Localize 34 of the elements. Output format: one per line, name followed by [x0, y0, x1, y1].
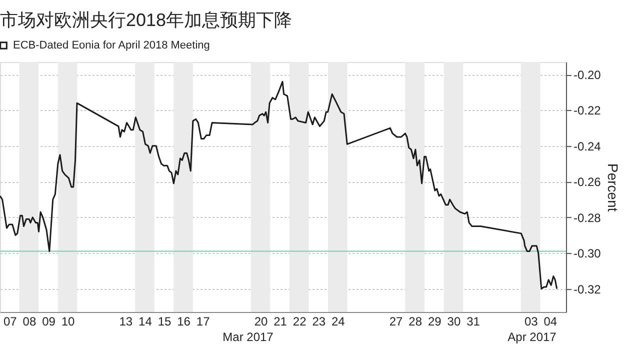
x-tick-label: 22: [292, 314, 307, 328]
x-tick-label: 04: [544, 314, 558, 328]
y-tick-label: -0.30: [574, 246, 602, 261]
x-tick-label: 14: [138, 314, 152, 328]
y-tick-label: -0.26: [574, 175, 602, 190]
x-tick-label: 17: [196, 314, 210, 328]
y-tick-label: -0.24: [574, 139, 602, 154]
x-tick-label: 08: [22, 314, 36, 328]
y-tick-label: -0.20: [574, 68, 602, 82]
x-tick-label: 24: [331, 314, 346, 328]
y-tick-label: -0.22: [574, 104, 602, 118]
x-tick-label: 28: [408, 314, 422, 328]
y-tick-label: -0.32: [574, 282, 602, 296]
y-axis-title: Percent: [604, 163, 621, 212]
legend-label: ECB-Dated Eonia for April 2018 Meeting: [13, 40, 210, 52]
text: Apr 2017: [508, 330, 557, 344]
x-tick-label: 30: [447, 314, 461, 328]
x-tick-label: 16: [177, 314, 191, 328]
x-tick-label: 13: [119, 314, 133, 328]
x-tick-label: 03: [524, 314, 538, 328]
x-tick-label: 09: [42, 314, 56, 328]
x-tick-label: 07: [3, 314, 18, 328]
x-tick-label: 23: [312, 314, 326, 328]
x-tick-label: 31: [466, 314, 480, 328]
x-tick-label: 29: [428, 314, 442, 328]
line-series: [0, 80, 558, 290]
x-tick-label: 15: [158, 314, 172, 328]
x-tick-label: 10: [61, 314, 76, 328]
y-tick-label: -0.28: [574, 210, 602, 225]
x-tick-label: 21: [274, 314, 288, 328]
x-tick-label: 27: [389, 314, 404, 328]
x-tick-label: 20: [254, 314, 268, 328]
text: Mar 2017: [222, 330, 274, 344]
chart-title: 市场对欧洲央行2018年加息预期下降: [0, 10, 292, 30]
